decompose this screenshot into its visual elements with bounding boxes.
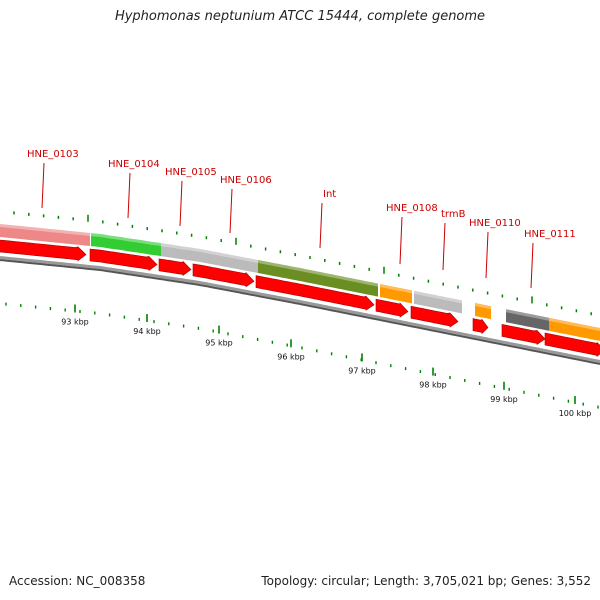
scale-layer: 93 kbp 94 kbp 95 kbp 96 kbp 97 kbp 98 kbp 99 k… bbox=[5, 302, 599, 418]
tick-track bbox=[13, 211, 592, 316]
scale-label: 93 kbp bbox=[61, 318, 89, 327]
gene-label: HNE_0111 bbox=[524, 229, 576, 240]
genome-title: Hyphomonas neptunium ATCC 15444, complet… bbox=[114, 9, 486, 24]
gene-label: HNE_0106 bbox=[220, 175, 272, 186]
gene-label: HNE_0104 bbox=[108, 159, 160, 170]
scale-label: 100 kbp bbox=[559, 409, 592, 418]
gene-leader-line bbox=[399, 216, 403, 265]
cds-arrow bbox=[89, 248, 158, 271]
feature-block bbox=[91, 233, 161, 257]
gene-label: Int bbox=[323, 189, 336, 200]
feature-highlight bbox=[91, 233, 161, 247]
cds-arrow bbox=[255, 275, 375, 311]
cds-arrow bbox=[410, 305, 459, 328]
feature-highlight bbox=[0, 224, 90, 236]
scale-label: 98 kbp bbox=[419, 381, 447, 390]
feature-highlight bbox=[380, 284, 412, 294]
cds-arrow bbox=[544, 332, 600, 358]
gene-leader-line bbox=[127, 172, 131, 219]
cds-arrow bbox=[0, 239, 87, 262]
gene-leader-line bbox=[41, 162, 45, 209]
feature-track bbox=[0, 224, 600, 341]
gene-label: HNE_0110 bbox=[469, 218, 521, 229]
gene-leader-line bbox=[229, 188, 233, 234]
feature-block bbox=[196, 248, 258, 273]
scale-label: 96 kbp bbox=[277, 352, 305, 361]
feature-block bbox=[506, 309, 549, 331]
gene-leader-line bbox=[179, 180, 183, 227]
gene-leader-line bbox=[442, 222, 446, 271]
feature-highlight bbox=[414, 290, 462, 304]
feature-block bbox=[549, 317, 600, 341]
gene-label: HNE_0103 bbox=[27, 149, 79, 160]
cds-arrow bbox=[192, 263, 255, 288]
gene-leader-line bbox=[530, 242, 534, 289]
cds-arrow bbox=[158, 258, 192, 276]
gene-label: trmB bbox=[441, 209, 466, 220]
feature-highlight bbox=[258, 260, 378, 287]
feature-block bbox=[258, 260, 378, 297]
scale-label: 97 kbp bbox=[348, 366, 376, 375]
scale-label: 99 kbp bbox=[490, 395, 518, 404]
genome-stats-text: Topology: circular; Length: 3,705,021 bp… bbox=[261, 574, 591, 588]
feature-block bbox=[161, 243, 196, 262]
feature-block bbox=[0, 224, 90, 246]
feature-highlight bbox=[549, 317, 600, 331]
feature-highlight bbox=[475, 303, 491, 310]
cds-arrow bbox=[472, 318, 489, 335]
feature-highlight bbox=[506, 309, 549, 321]
gene-label: HNE_0108 bbox=[386, 203, 438, 214]
cds-track bbox=[0, 239, 600, 358]
gene-label: HNE_0105 bbox=[165, 167, 217, 178]
feature-highlight bbox=[161, 243, 196, 252]
gene-leader-line bbox=[485, 231, 489, 279]
scale-label: 94 kbp bbox=[133, 327, 161, 336]
feature-block bbox=[380, 284, 412, 304]
cds-arrow bbox=[375, 298, 409, 318]
scale-label: 95 kbp bbox=[205, 339, 233, 348]
feature-block bbox=[414, 290, 462, 314]
feature-block bbox=[475, 303, 491, 320]
accession-text: Accession: NC_008358 bbox=[9, 574, 146, 588]
cds-arrow bbox=[501, 324, 546, 345]
feature-highlight bbox=[196, 248, 258, 263]
gene-leader-line bbox=[319, 202, 323, 249]
